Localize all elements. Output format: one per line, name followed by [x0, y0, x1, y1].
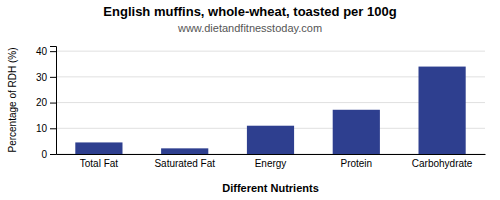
x-tick: Protein: [340, 158, 372, 169]
x-tick-label: Energy: [255, 158, 287, 169]
x-tick-label: Carbohydrate: [412, 158, 473, 169]
x-axis-title: Different Nutrients: [222, 182, 319, 194]
bar: [419, 67, 466, 154]
bar: [333, 110, 380, 154]
y-tick: 30: [36, 72, 56, 83]
y-tick-mark: [50, 154, 56, 155]
y-tick-mark: [50, 77, 56, 78]
y-tick-label: 30: [36, 72, 48, 83]
chart: English muffins, whole-wheat, toasted pe…: [0, 0, 500, 200]
y-tick-mark: [50, 51, 56, 52]
y-axis-line: [50, 47, 57, 155]
x-tick-label: Saturated Fat: [154, 158, 215, 169]
grid-line: [56, 51, 485, 52]
bar: [75, 142, 122, 154]
grid: [56, 51, 485, 154]
title: English muffins, whole-wheat, toasted pe…: [103, 4, 396, 19]
y-tick-mark: [50, 103, 56, 104]
y-tick-label: 0: [41, 149, 47, 160]
plot: 0 10 20 30 40 Total Fat Saturated Fat Energy Pro…: [36, 46, 486, 169]
y-tick-label: 10: [36, 123, 48, 134]
x-tick: Carbohydrate: [412, 158, 473, 169]
subtitle: www.dietandfitnesstoday.com: [177, 22, 322, 34]
bar: [161, 148, 208, 154]
y-tick: 20: [36, 97, 56, 108]
y-tick: 10: [36, 123, 56, 134]
x-tick-label: Total Fat: [80, 158, 119, 169]
y-axis-title: Percentage of RDH (%): [7, 47, 18, 152]
x-tick: Saturated Fat: [154, 158, 215, 169]
y-tick: 40: [36, 46, 56, 57]
y-tick-label: 40: [36, 46, 48, 57]
x-tick: Total Fat: [80, 158, 119, 169]
bar: [247, 126, 294, 154]
y-tick: 0: [41, 149, 56, 160]
y-tick-mark: [50, 128, 56, 129]
bars: [75, 67, 465, 154]
y-axis: 0 10 20 30 40: [36, 46, 57, 160]
x-tick-label: Protein: [340, 158, 372, 169]
x-axis-line: [57, 154, 486, 155]
x-tick: Energy: [255, 158, 287, 169]
y-tick-label: 20: [36, 97, 48, 108]
x-axis: Total Fat Saturated Fat Energy Protein Carbo…: [57, 155, 486, 170]
